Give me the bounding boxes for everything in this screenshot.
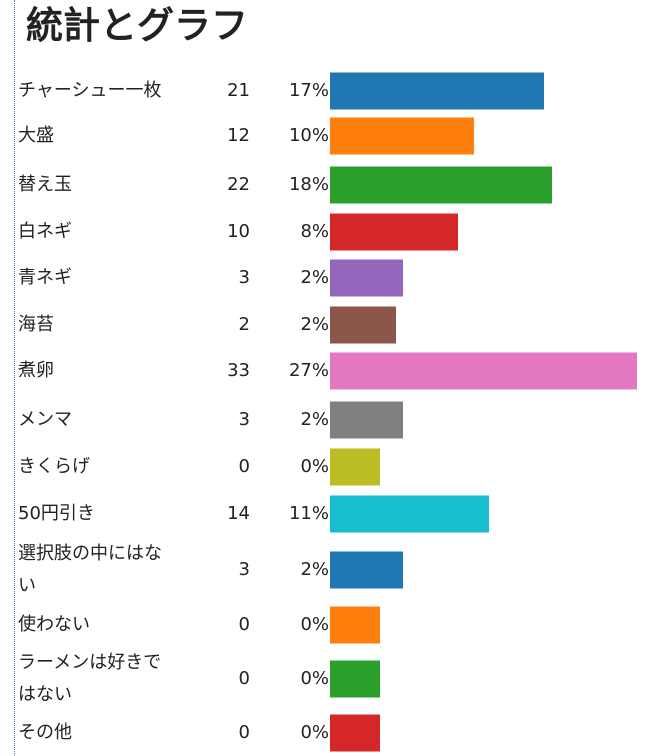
percent-label: 2%	[300, 559, 329, 580]
chart-row: チャーシュー一枚 21 17%	[0, 71, 660, 111]
bar	[330, 606, 380, 644]
category-label: 青ネギ	[18, 267, 72, 288]
bar	[330, 448, 380, 486]
chart-row: その他 0 0%	[0, 713, 660, 753]
chart-row: 海苔 2 2%	[0, 305, 660, 345]
count-value: 3	[238, 559, 250, 580]
percent-label: 0%	[300, 614, 329, 635]
percent-label: 0%	[300, 722, 329, 743]
chart-row: 50円引き 14 11%	[0, 494, 660, 534]
chart-row: きくらげ 0 0%	[0, 447, 660, 487]
chart-row: 煮卵 33 27%	[0, 351, 660, 391]
category-label: 使わない	[18, 614, 90, 635]
percent-label: 8%	[300, 221, 329, 242]
bar	[330, 401, 403, 439]
count-value: 33	[227, 360, 250, 381]
count-value: 21	[227, 80, 250, 101]
category-label: 替え玉	[18, 174, 72, 195]
bar	[330, 117, 474, 155]
category-label: その他	[18, 722, 72, 743]
chart-row: 選択肢の中にはない 3 2%	[0, 543, 660, 596]
category-label: 海苔	[18, 314, 54, 335]
count-value: 2	[238, 314, 250, 335]
count-value: 3	[238, 409, 250, 430]
count-value: 0	[238, 668, 250, 689]
count-value: 12	[227, 125, 250, 146]
chart-row: 大盛 12 10%	[0, 116, 660, 156]
category-label: 大盛	[18, 125, 54, 146]
category-label: 白ネギ	[18, 221, 72, 242]
category-label: メンマ	[18, 409, 72, 430]
percent-label: 0%	[300, 668, 329, 689]
bar	[330, 213, 458, 251]
category-label: 50円引き	[18, 503, 95, 524]
count-value: 0	[238, 722, 250, 743]
bar	[330, 259, 403, 297]
chart-row: メンマ 3 2%	[0, 400, 660, 440]
chart-row: 替え玉 22 18%	[0, 165, 660, 205]
page-title: 統計とグラフ	[26, 4, 248, 47]
bar	[330, 72, 544, 110]
percent-label: 17%	[288, 80, 329, 101]
bar	[330, 352, 637, 390]
bar	[330, 166, 552, 204]
count-value: 0	[238, 456, 250, 477]
percent-label: 11%	[288, 503, 329, 524]
bar	[330, 551, 403, 589]
percent-label: 10%	[288, 125, 329, 146]
bar	[330, 660, 380, 698]
chart-row: ラーメンは好きではない 0 0%	[0, 652, 660, 705]
count-value: 3	[238, 267, 250, 288]
percent-label: 18%	[288, 174, 329, 195]
count-value: 14	[227, 503, 250, 524]
percent-label: 2%	[300, 314, 329, 335]
left-dotted-rule	[14, 0, 15, 756]
category-label: 煮卵	[18, 360, 54, 381]
count-value: 10	[227, 221, 250, 242]
count-value: 22	[227, 174, 250, 195]
category-label: チャーシュー一枚	[18, 80, 162, 101]
percent-label: 27%	[288, 360, 329, 381]
chart-row: 使わない 0 0%	[0, 605, 660, 645]
percent-label: 0%	[300, 456, 329, 477]
chart-row: 白ネギ 10 8%	[0, 212, 660, 252]
category-label: ラーメンは好きではない	[18, 652, 162, 705]
percent-label: 2%	[300, 267, 329, 288]
category-label: きくらげ	[18, 456, 90, 477]
count-value: 0	[238, 614, 250, 635]
bar	[330, 714, 380, 752]
category-label: 選択肢の中にはない	[18, 543, 162, 596]
chart-row: 青ネギ 3 2%	[0, 258, 660, 298]
bar	[330, 495, 489, 533]
bar	[330, 306, 396, 344]
percent-label: 2%	[300, 409, 329, 430]
